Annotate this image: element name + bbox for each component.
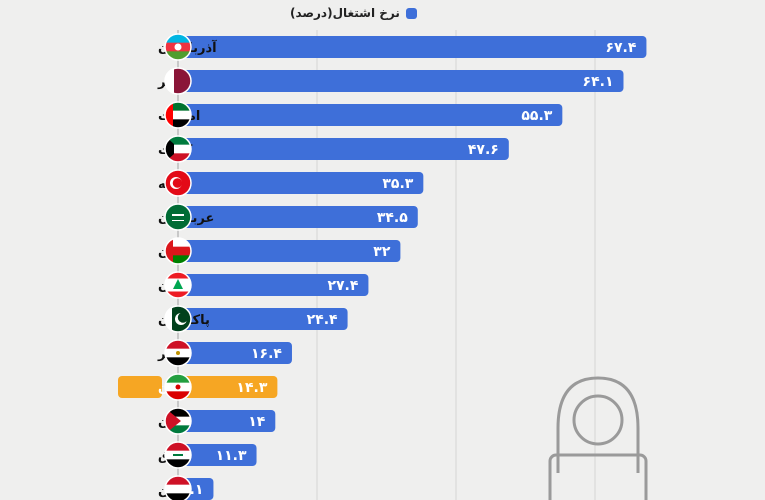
pakistan-flag-icon <box>164 305 192 333</box>
turkey-flag-icon <box>164 169 192 197</box>
value-label: ۶۷.۴ <box>605 40 636 56</box>
legend-swatch <box>405 7 417 19</box>
value-label: ۴۷.۶ <box>468 142 499 158</box>
bar-row: ۴۷.۶کویت <box>158 135 509 163</box>
qatar-flag-icon <box>164 67 192 95</box>
bar <box>178 410 276 432</box>
jordan-flag-icon <box>164 407 192 435</box>
value-label: ۱۴.۳ <box>236 380 267 396</box>
bar-row: ۵.۱یمن <box>158 475 214 500</box>
value-label: ۶۴.۱ <box>583 74 614 90</box>
bar-row: ۶۴.۱قطر <box>157 67 624 95</box>
bar <box>178 70 624 92</box>
bar-row: ۱۱.۳عراق <box>158 441 257 469</box>
value-label: ۱۱.۳ <box>216 448 247 464</box>
bar <box>178 342 292 364</box>
bar <box>178 172 424 194</box>
legend-label: نرخ اشتغال(درصد) <box>290 6 400 20</box>
value-label: ۳۵.۳ <box>382 176 413 192</box>
iraq-flag-icon <box>164 441 192 469</box>
highlight-label-box <box>118 376 162 398</box>
bar-row: ۱۴.۳ایران <box>118 373 278 401</box>
bar-row: ۳۲عمان <box>158 237 401 265</box>
uae-flag-icon <box>164 101 192 129</box>
bar <box>178 138 509 160</box>
bar-row: ۱۶.۴مصر <box>157 339 292 367</box>
value-label: ۱۴ <box>248 414 266 430</box>
egypt-flag-icon <box>164 339 192 367</box>
person-laptop-icon <box>548 376 648 500</box>
bar-row: ۲۴.۴پاکستان <box>158 305 348 333</box>
bar <box>178 240 401 262</box>
bar-row: ۱۴اردن <box>158 407 276 435</box>
value-label: ۳۲ <box>373 244 391 260</box>
bar-row: ۳۴.۵عربستان <box>158 203 418 231</box>
iran-flag-icon <box>164 373 192 401</box>
bar <box>178 308 348 330</box>
bar-row: ۳۵.۳ترکیه <box>158 169 424 197</box>
oman-flag-icon <box>164 237 192 265</box>
yemen-flag-icon <box>164 475 192 500</box>
value-label: ۲۴.۴ <box>307 312 338 328</box>
bar <box>178 376 278 398</box>
value-label: ۲۷.۴ <box>327 278 358 294</box>
legend: نرخ اشتغال(درصد) <box>290 6 417 20</box>
bar <box>178 104 563 126</box>
bar-row: ۲۷.۴لبنان <box>158 271 369 299</box>
saudi-arabia-flag-icon <box>164 203 192 231</box>
value-label: ۳۴.۵ <box>377 210 408 226</box>
kuwait-flag-icon <box>164 135 192 163</box>
bar <box>178 444 257 466</box>
value-label: ۱۶.۴ <box>251 346 282 362</box>
value-label: ۵۵.۳ <box>521 108 552 124</box>
bar-row: ۵۵.۳امارات <box>158 101 563 129</box>
azerbaijan-flag-icon <box>164 33 192 61</box>
bar-row: ۶۷.۴آذربایجان <box>158 33 647 61</box>
lebanon-flag-icon <box>164 271 192 299</box>
bar <box>178 206 418 228</box>
bar <box>178 36 647 58</box>
bar <box>178 274 369 296</box>
